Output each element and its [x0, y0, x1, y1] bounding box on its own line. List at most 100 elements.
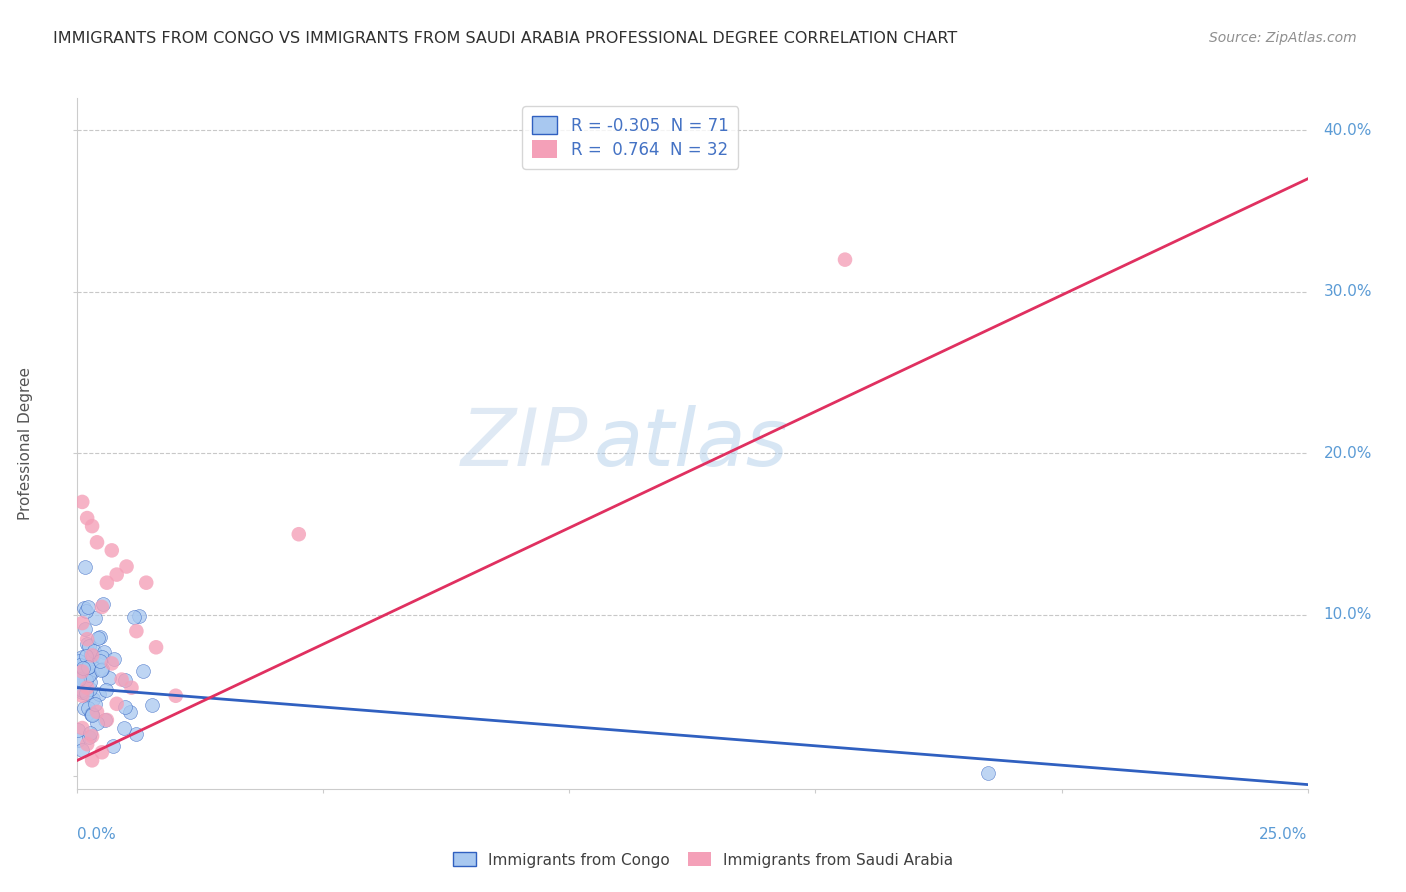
Point — [111, 673, 132, 687]
Point — [69, 657, 91, 672]
Point — [80, 708, 103, 723]
Point — [135, 575, 157, 590]
Point — [70, 495, 93, 509]
Point — [70, 665, 93, 679]
Point — [128, 609, 150, 624]
Point — [114, 699, 136, 714]
Point — [145, 640, 167, 655]
Point — [70, 684, 93, 698]
Point — [67, 673, 90, 687]
Point — [98, 671, 121, 685]
Text: Professional Degree: Professional Degree — [18, 368, 34, 520]
Point — [112, 721, 135, 735]
Point — [66, 733, 89, 747]
Point — [977, 766, 1000, 780]
Point — [75, 604, 97, 618]
Text: 20.0%: 20.0% — [1323, 446, 1372, 461]
Point — [86, 535, 108, 549]
Point — [91, 597, 114, 611]
Point — [101, 739, 124, 753]
Point — [67, 665, 90, 680]
Point — [141, 698, 163, 712]
Point — [118, 705, 141, 719]
Point — [80, 647, 103, 661]
Point — [105, 697, 128, 711]
Point — [82, 692, 104, 706]
Point — [115, 559, 138, 574]
Point — [93, 645, 115, 659]
Point — [132, 664, 155, 678]
Point — [73, 700, 96, 714]
Point — [79, 675, 101, 690]
Point — [73, 622, 96, 636]
Point — [834, 252, 856, 267]
Point — [105, 567, 128, 582]
Point — [125, 726, 148, 740]
Point — [75, 673, 97, 687]
Text: 40.0%: 40.0% — [1323, 123, 1372, 138]
Point — [125, 624, 148, 639]
Point — [87, 631, 110, 645]
Text: IMMIGRANTS FROM CONGO VS IMMIGRANTS FROM SAUDI ARABIA PROFESSIONAL DEGREE CORREL: IMMIGRANTS FROM CONGO VS IMMIGRANTS FROM… — [53, 31, 957, 46]
Point — [82, 729, 104, 743]
Point — [75, 648, 97, 663]
Point — [89, 630, 111, 644]
Point — [79, 668, 101, 682]
Point — [76, 632, 98, 647]
Point — [87, 687, 110, 701]
Point — [90, 745, 114, 759]
Point — [90, 649, 112, 664]
Point — [76, 600, 98, 615]
Point — [77, 660, 100, 674]
Point — [77, 666, 100, 681]
Point — [70, 615, 93, 630]
Legend: R = -0.305  N = 71, R =  0.764  N = 32: R = -0.305 N = 71, R = 0.764 N = 32 — [523, 106, 738, 169]
Point — [84, 697, 107, 711]
Point — [83, 644, 105, 658]
Point — [86, 705, 108, 719]
Point — [73, 601, 96, 615]
Point — [101, 657, 124, 671]
Text: 0.0%: 0.0% — [77, 828, 117, 842]
Point — [76, 637, 98, 651]
Point — [79, 726, 101, 740]
Point — [66, 673, 89, 687]
Point — [70, 721, 93, 735]
Point — [79, 681, 101, 696]
Point — [77, 639, 100, 653]
Text: ZIP: ZIP — [461, 405, 588, 483]
Point — [94, 683, 117, 698]
Point — [96, 575, 118, 590]
Point — [86, 715, 108, 730]
Point — [82, 648, 104, 663]
Text: 25.0%: 25.0% — [1260, 828, 1308, 842]
Point — [77, 660, 100, 674]
Point — [93, 713, 115, 727]
Point — [91, 662, 114, 676]
Point — [76, 681, 98, 695]
Point — [79, 707, 101, 722]
Point — [72, 660, 94, 674]
Point — [70, 650, 93, 665]
Point — [70, 664, 93, 678]
Point — [165, 689, 187, 703]
Point — [288, 527, 311, 541]
Point — [77, 701, 100, 715]
Point — [80, 707, 103, 722]
Point — [96, 713, 118, 727]
Point — [73, 559, 96, 574]
Point — [114, 673, 136, 688]
Point — [103, 652, 125, 666]
Point — [101, 543, 124, 558]
Point — [89, 654, 111, 668]
Point — [70, 689, 93, 703]
Legend: Immigrants from Congo, Immigrants from Saudi Arabia: Immigrants from Congo, Immigrants from S… — [447, 847, 959, 873]
Point — [76, 737, 98, 751]
Point — [80, 665, 103, 680]
Point — [84, 611, 107, 625]
Point — [76, 686, 98, 700]
Point — [67, 654, 90, 668]
Point — [70, 683, 93, 698]
Text: 10.0%: 10.0% — [1323, 607, 1372, 623]
Point — [77, 730, 100, 744]
